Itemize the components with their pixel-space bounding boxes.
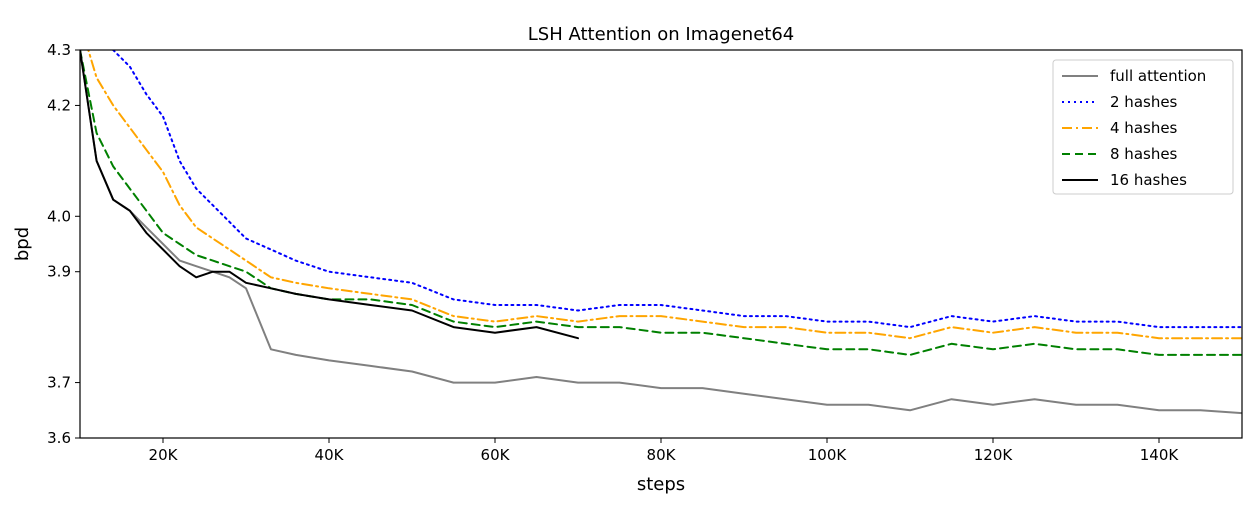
x-axis: 20K 40K 60K 80K 100K 120K 140K	[149, 438, 1180, 464]
series-line-16-hashes	[80, 50, 579, 340]
x-tick-label: 20K	[149, 446, 179, 464]
series-line-full-attention	[80, 50, 1242, 415]
series-line-2-hashes	[112, 50, 1242, 329]
y-tick-label: 4.0	[47, 207, 71, 225]
legend-box	[1052, 59, 1234, 195]
series-layer	[80, 50, 1242, 415]
legend-label: full attention	[1110, 67, 1206, 85]
y-tick-label: 3.9	[47, 263, 71, 281]
y-axis-label: bpd	[12, 227, 33, 261]
x-tick-label: 140K	[1140, 446, 1180, 464]
y-axis: 3.6 3.7 3.9 4.0 4.2 4.3	[47, 41, 80, 447]
x-tick-label: 60K	[481, 446, 511, 464]
plot-frame	[79, 49, 1243, 439]
x-tick-label: 40K	[315, 446, 345, 464]
legend-label: 8 hashes	[1110, 145, 1178, 163]
legend-label: 4 hashes	[1110, 119, 1178, 137]
legend-label: 16 hashes	[1110, 171, 1187, 189]
legend: full attention 2 hashes 4 hashes 8 hashes 16…	[1052, 59, 1234, 195]
x-tick-label: 100K	[808, 446, 848, 464]
y-tick-label: 4.3	[47, 41, 71, 59]
legend-label: 2 hashes	[1110, 93, 1178, 111]
y-tick-label: 3.6	[47, 429, 71, 447]
series-line-4-hashes	[87, 50, 1242, 340]
x-axis-label: steps	[637, 474, 685, 495]
chart-title: LSH Attention on Imagenet64	[528, 24, 794, 45]
x-tick-label: 80K	[647, 446, 677, 464]
y-tick-label: 3.7	[47, 374, 71, 392]
x-tick-label: 120K	[974, 446, 1014, 464]
series-line-8-hashes	[80, 50, 1242, 356]
y-tick-label: 4.2	[47, 96, 71, 114]
plot-area	[80, 50, 1242, 438]
